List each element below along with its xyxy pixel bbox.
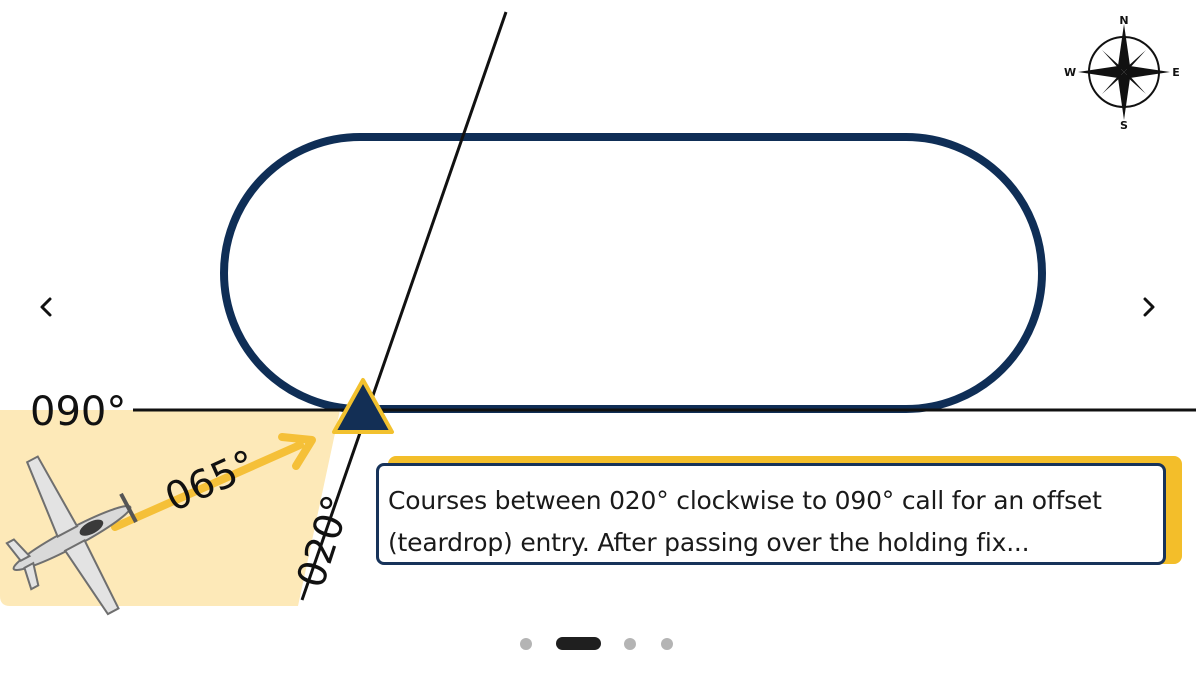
holding-pattern-racetrack: [220, 133, 1046, 413]
course-arrow-head: [278, 433, 316, 470]
compass-south-label: S: [1120, 119, 1128, 132]
compass-rose-icon: N S E W: [1064, 14, 1180, 132]
next-slide-button[interactable]: [1129, 287, 1169, 327]
pagination-dot[interactable]: [624, 638, 636, 650]
compass-north-label: N: [1119, 14, 1128, 27]
course-arrow-shaft: [111, 441, 304, 531]
airplane-icon: [5, 455, 138, 616]
caption-text: Courses between 020° clockwise to 090° c…: [388, 486, 1102, 557]
heading-label-090: 090°: [30, 389, 126, 435]
pagination-dot[interactable]: [661, 638, 673, 650]
compass-east-label: E: [1172, 66, 1180, 79]
carousel-pagination: [0, 634, 1204, 652]
sector-boundary-line: [300, 11, 508, 601]
caption-box: Courses between 020° clockwise to 090° c…: [376, 463, 1166, 565]
pagination-dot-active[interactable]: [556, 637, 601, 650]
compass-west-label: W: [1064, 66, 1076, 79]
chevron-left-icon: [40, 297, 52, 317]
chevron-right-icon: [1143, 297, 1155, 317]
pagination-dot[interactable]: [520, 638, 532, 650]
previous-slide-button[interactable]: [26, 287, 66, 327]
holding-fix-marker: [332, 378, 394, 434]
